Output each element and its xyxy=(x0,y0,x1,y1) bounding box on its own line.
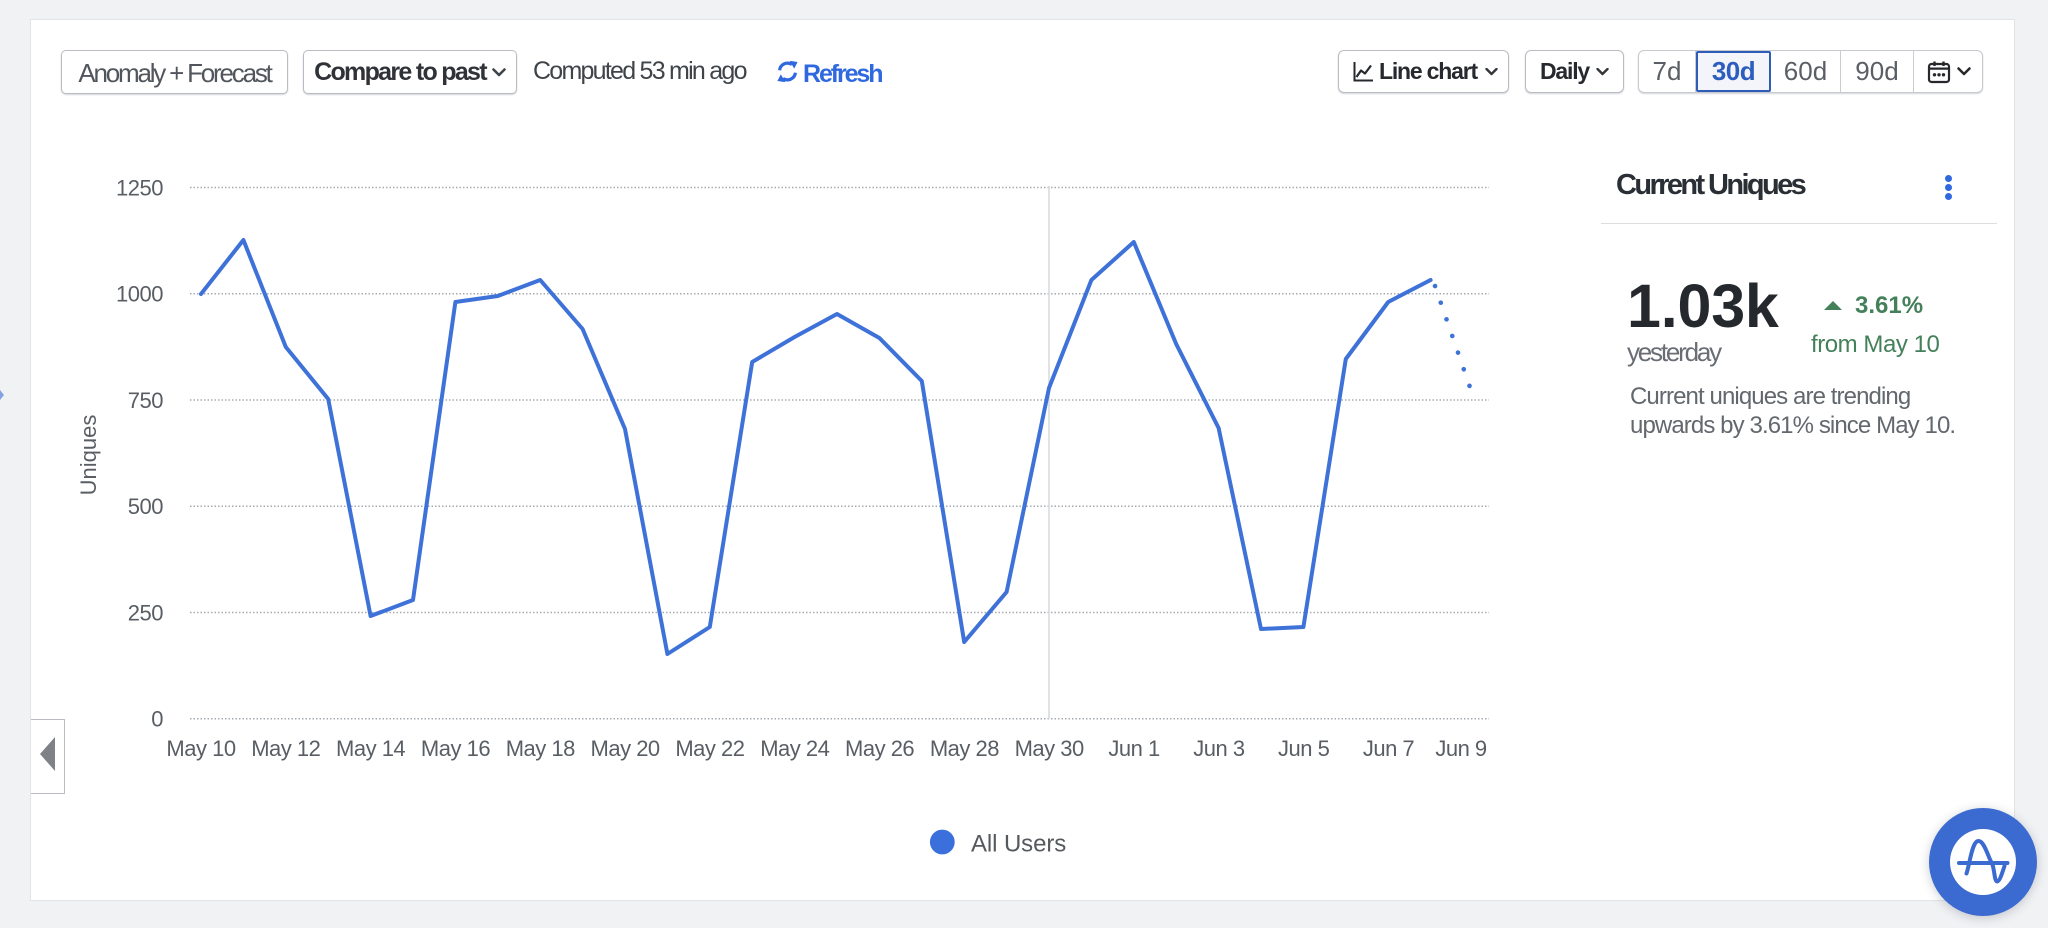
svg-text:Jun 5: Jun 5 xyxy=(1278,736,1330,761)
svg-text:May 18: May 18 xyxy=(506,736,575,761)
svg-text:Jun 9: Jun 9 xyxy=(1435,736,1487,761)
svg-text:May 26: May 26 xyxy=(845,736,914,761)
svg-text:0: 0 xyxy=(151,707,163,732)
svg-text:750: 750 xyxy=(128,388,163,413)
svg-text:May 20: May 20 xyxy=(591,736,660,761)
svg-text:1250: 1250 xyxy=(116,176,163,201)
svg-text:May 30: May 30 xyxy=(1015,736,1084,761)
svg-text:Jun 3: Jun 3 xyxy=(1193,736,1245,761)
svg-text:May 24: May 24 xyxy=(760,736,829,761)
svg-text:500: 500 xyxy=(128,494,163,519)
svg-text:May 16: May 16 xyxy=(421,736,490,761)
svg-text:All Users: All Users xyxy=(971,831,1066,858)
svg-text:250: 250 xyxy=(128,601,163,626)
svg-text:Jun 7: Jun 7 xyxy=(1363,736,1415,761)
svg-text:Jun 1: Jun 1 xyxy=(1108,736,1160,761)
svg-text:May 12: May 12 xyxy=(251,736,320,761)
svg-text:May 14: May 14 xyxy=(336,736,405,761)
svg-text:May 10: May 10 xyxy=(166,736,235,761)
svg-text:Uniques: Uniques xyxy=(76,415,101,496)
svg-text:May 28: May 28 xyxy=(930,736,999,761)
svg-text:May 22: May 22 xyxy=(675,736,744,761)
svg-text:1000: 1000 xyxy=(116,282,163,307)
